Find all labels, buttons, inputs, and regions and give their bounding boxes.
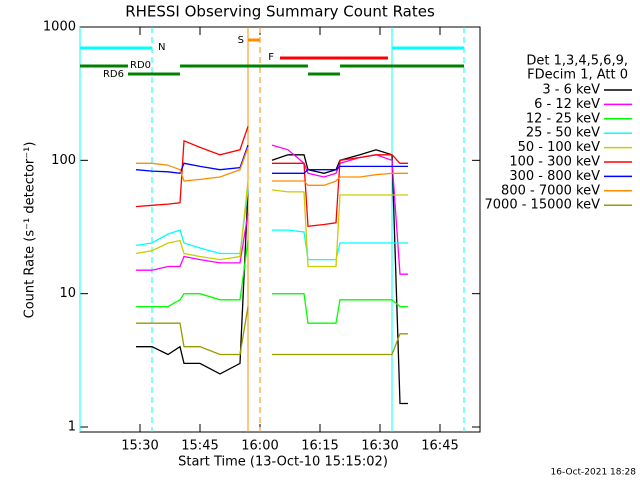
chart-title: RHESSI Observing Summary Count Rates xyxy=(125,3,435,21)
legend-label: 7000 - 15000 keV xyxy=(485,198,601,213)
series-line xyxy=(136,240,408,324)
x-tick-label: 16:45 xyxy=(421,439,458,454)
legend-label: 12 - 25 keV xyxy=(526,111,600,126)
series-line xyxy=(135,144,408,175)
legend-label: 3 - 6 keV xyxy=(542,83,600,98)
legend-header: FDecim 1, Att 0 xyxy=(527,68,628,83)
y-tick-label: 1 xyxy=(68,420,76,435)
legend-label: 300 - 800 keV xyxy=(509,169,600,184)
legend-header: Det 1,3,4,5,6,9, xyxy=(526,54,628,69)
legend-label: 25 - 50 keV xyxy=(526,126,600,141)
flag-label: F xyxy=(268,52,274,63)
flag-label: S xyxy=(238,35,244,46)
legend-label: 50 - 100 keV xyxy=(518,140,601,155)
x-tick-label: 16:00 xyxy=(241,439,278,454)
x-tick-label: 16:15 xyxy=(301,439,338,454)
y-axis-label: Count Rate (s⁻¹ detector⁻¹) xyxy=(23,142,38,319)
flag-label: RD6 xyxy=(103,69,124,80)
footer: 16-Oct-2021 18:28 xyxy=(551,468,637,478)
x-tick-label: 15:45 xyxy=(181,439,218,454)
series-line xyxy=(135,126,408,228)
series-line xyxy=(136,306,408,356)
y-tick-label: 1000 xyxy=(43,20,76,35)
legend-label: 6 - 12 keV xyxy=(534,97,600,112)
x-tick-label: 16:30 xyxy=(361,439,398,454)
y-tick-label: 100 xyxy=(51,153,76,168)
series-line xyxy=(135,180,408,268)
legend-label: 800 - 7000 keV xyxy=(501,183,600,198)
flag-label: N xyxy=(158,42,165,53)
series-line xyxy=(135,189,408,261)
y-tick-label: 10 xyxy=(59,286,76,301)
x-axis-label: Start Time (13-Oct-10 15:15:02) xyxy=(178,455,388,470)
legend-label: 100 - 300 keV xyxy=(509,155,600,170)
flag-label: RD0 xyxy=(130,60,151,71)
x-tick-label: 15:30 xyxy=(121,439,158,454)
series-line xyxy=(136,147,408,186)
series-line xyxy=(136,149,408,405)
